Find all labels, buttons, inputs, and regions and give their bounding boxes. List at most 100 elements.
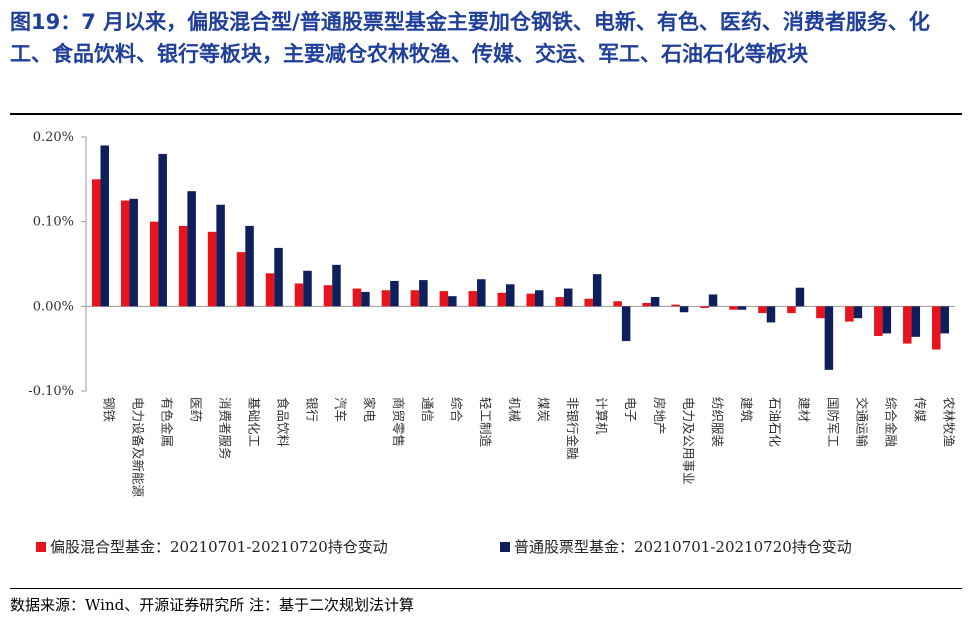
- x-category-label: 有色金属: [159, 397, 174, 447]
- bar-stock-0: [100, 145, 109, 307]
- bar-stock-7: [303, 270, 312, 307]
- bar-stock-4: [216, 204, 225, 307]
- x-category-label: 医药: [188, 397, 203, 422]
- bar-stock-19: [650, 297, 660, 307]
- bar-stock-13: [477, 279, 486, 307]
- bar-mixed-20: [671, 304, 680, 307]
- bar-stock-3: [187, 191, 196, 307]
- legend: 偏股混合型基金：20210701-20210720持仓变动 普通股票型基金：202…: [36, 538, 852, 556]
- bar-mixed-3: [178, 225, 188, 307]
- bar-mixed-17: [584, 298, 593, 307]
- bar-stock-5: [245, 225, 254, 307]
- x-category-label: 食品饮料: [275, 397, 290, 448]
- bar-mixed-29: [932, 306, 941, 350]
- bar-mixed-14: [497, 292, 507, 307]
- bar-mixed-12: [439, 291, 449, 307]
- bar-stock-2: [158, 153, 167, 307]
- bar-mixed-8: [323, 285, 333, 307]
- bar-mixed-11: [410, 290, 420, 307]
- x-category-label: 钢铁: [101, 397, 116, 423]
- bar-stock-16: [563, 288, 573, 307]
- bar-stock-25: [824, 306, 834, 370]
- bar-mixed-13: [468, 291, 478, 307]
- x-category-label: 轻工制造: [478, 397, 493, 448]
- legend-swatch-mixed: [36, 542, 46, 552]
- bar-mixed-2: [149, 221, 159, 307]
- bar-stock-22: [737, 306, 747, 310]
- x-category-label: 非银行金融: [565, 397, 580, 460]
- bar-stock-10: [390, 280, 399, 307]
- x-category-label: 电子: [623, 397, 638, 422]
- x-category-label: 房地产: [652, 397, 667, 435]
- bar-stock-6: [274, 247, 283, 307]
- x-category-label: 石油石化: [768, 397, 783, 448]
- bar-mixed-5: [236, 252, 246, 307]
- bar-stock-1: [129, 198, 138, 307]
- bar-mixed-25: [816, 306, 825, 319]
- x-category-label: 综合金融: [884, 397, 899, 448]
- x-category-label: 汽车: [333, 397, 348, 422]
- x-category-label: 机械: [507, 397, 522, 423]
- x-category-label: 传媒: [913, 397, 928, 423]
- source-rule: [10, 588, 962, 589]
- bar-stock-28: [911, 306, 921, 337]
- x-category-label: 农林牧渔: [942, 397, 957, 447]
- x-category-label: 煤炭: [536, 397, 551, 422]
- x-category-label: 建材: [797, 397, 812, 422]
- bar-mixed-19: [642, 302, 651, 307]
- x-category-label: 基础化工: [246, 397, 261, 447]
- bar-stock-9: [361, 291, 370, 307]
- bar-stock-24: [795, 287, 805, 307]
- bar-stock-18: [621, 306, 631, 342]
- bar-mixed-16: [555, 297, 564, 307]
- bar-stock-8: [332, 264, 341, 307]
- y-axis: 0.20% 0.10% 0.00% -0.10%: [28, 130, 955, 399]
- bar-stock-12: [448, 296, 457, 307]
- legend-label-stock: 普通股票型基金：20210701-20210720持仓变动: [514, 538, 852, 556]
- bar-mixed-6: [265, 273, 275, 307]
- legend-label-mixed: 偏股混合型基金：20210701-20210720持仓变动: [50, 538, 388, 556]
- bar-stock-14: [506, 284, 515, 307]
- y-tick-label: 0.00%: [33, 299, 74, 314]
- x-category-label: 建筑: [739, 397, 754, 423]
- x-category-label: 综合: [449, 397, 464, 423]
- bar-mixed-26: [845, 306, 854, 322]
- category-labels: 钢铁 电力设备及新能源 有色金属 医药 消费者服务 基础化工 食品饮料 银行 汽车 家电 商贸零售通…: [101, 397, 956, 498]
- bar-stock-17: [592, 274, 602, 307]
- bar-stock-21: [708, 294, 718, 307]
- x-category-label: 消费者服务: [217, 397, 232, 460]
- bar-stock-29: [940, 306, 950, 334]
- bar-mixed-10: [381, 290, 391, 307]
- x-category-label: 电力设备及新能源: [130, 397, 145, 498]
- x-category-label: 交通运输: [855, 397, 870, 448]
- bar-mixed-23: [758, 306, 767, 314]
- bar-mixed-0: [91, 179, 101, 307]
- x-category-label: 银行: [304, 397, 319, 422]
- x-category-label: 家电: [362, 397, 377, 423]
- bar-mixed-27: [874, 306, 883, 336]
- bar-stock-27: [882, 306, 892, 334]
- x-category-label: 通信: [420, 397, 435, 422]
- x-category-label: 国防军工: [826, 397, 841, 447]
- bar-mixed-24: [787, 306, 796, 314]
- x-category-label: 纺织服装: [710, 397, 725, 447]
- bar-mixed-18: [613, 301, 622, 307]
- y-tick-label: -0.10%: [28, 384, 74, 399]
- bar-mixed-28: [903, 306, 912, 344]
- bar-stock-11: [419, 280, 428, 307]
- y-tick-label: 0.10%: [33, 215, 74, 230]
- legend-swatch-stock: [500, 542, 510, 552]
- bar-mixed-1: [120, 200, 130, 307]
- bar-mixed-9: [352, 288, 362, 307]
- bar-mixed-7: [294, 283, 304, 307]
- title-rule: [10, 113, 962, 115]
- source-note: 数据来源：Wind、开源证券研究所 注：基于二次规划法计算: [10, 596, 414, 614]
- bar-stock-20: [679, 306, 689, 313]
- x-category-label: 计算机: [594, 397, 609, 435]
- bar-mixed-4: [207, 231, 217, 307]
- bar-mixed-15: [526, 293, 535, 307]
- x-category-label: 商贸零售: [391, 397, 406, 447]
- chart-title: 图19：7 月以来，偏股混合型/普通股票型基金主要加仓钢铁、电新、有色、医药、消…: [10, 10, 930, 66]
- bar-stock-23: [766, 306, 776, 323]
- bar-chart: 0.20% 0.10% 0.00% -0.10% 钢铁 电力设备及新能源 有色金属 医药 消费…: [28, 130, 956, 556]
